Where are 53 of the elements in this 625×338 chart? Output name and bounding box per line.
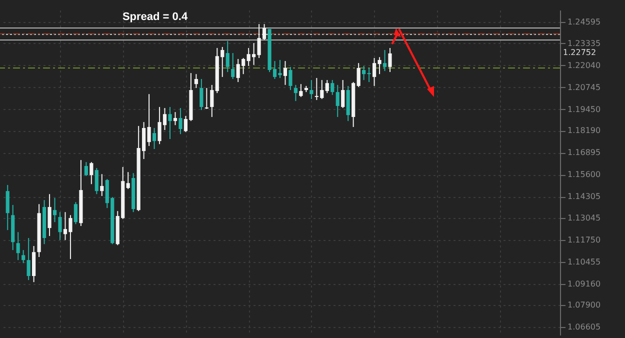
candlestick: [152, 127, 156, 150]
candlestick: [22, 250, 26, 264]
y-tick-label: 1.07900: [568, 300, 601, 310]
candlestick: [288, 66, 292, 91]
text: 1.22752: [563, 48, 596, 57]
candlestick: [74, 202, 78, 225]
candlestick: [32, 245, 36, 283]
candlestick: [356, 62, 360, 88]
y-tick-label: 1.18190: [568, 126, 601, 136]
candlestick: [336, 84, 340, 118]
y-tick-label: 1.23335: [568, 38, 601, 48]
candlestick: [388, 47, 392, 73]
candlestick: [84, 162, 88, 176]
y-tick-label: 1.24595: [568, 18, 601, 27]
candlestick: [325, 80, 329, 94]
y-tick-label: 1.14305: [568, 192, 601, 202]
candlestick: [178, 107, 182, 135]
candlestick: [283, 60, 288, 86]
candlestick: [173, 112, 178, 126]
candlestick: [48, 194, 52, 236]
candlestick: [341, 80, 345, 108]
y-tick-label: 1.19450: [568, 104, 601, 114]
candlestick: [210, 84, 214, 118]
annotation: Spread = 0.4: [122, 11, 188, 23]
y-tick-label: 1.09160: [568, 279, 601, 288]
candlestick: [204, 87, 208, 110]
candlestick: [200, 78, 204, 111]
candlestick: [26, 238, 30, 281]
candlestick: [94, 168, 98, 195]
candlestick: [294, 84, 298, 102]
candlestick: [6, 184, 10, 231]
candlestick: [226, 40, 230, 73]
y-tick-label: 1.06605: [568, 322, 601, 332]
y-tick-label: 1.20745: [568, 82, 601, 92]
candlestick: [168, 106, 172, 140]
candlestick: [126, 172, 130, 190]
y-tick-label: 1.13045: [568, 213, 601, 222]
y-tick-label: 1.16895: [568, 148, 601, 158]
y-tick-label: 1.22040: [568, 60, 601, 70]
candlestick: [382, 50, 387, 72]
candlestick: [299, 84, 303, 98]
y-tick-label: 1.15600: [568, 170, 601, 180]
candlestick: [330, 80, 334, 96]
candlestick: [310, 80, 314, 100]
candlestick: [194, 74, 198, 88]
candlestick: [16, 232, 20, 261]
y-tick-label: 1.10455: [568, 257, 601, 266]
candlestick: [90, 162, 94, 185]
candlestick: [52, 198, 57, 223]
candlestick: [58, 212, 62, 241]
candlestick: [231, 52, 235, 80]
y-tick-label: 1.11750: [568, 235, 601, 244]
candlestick: [100, 174, 104, 196]
